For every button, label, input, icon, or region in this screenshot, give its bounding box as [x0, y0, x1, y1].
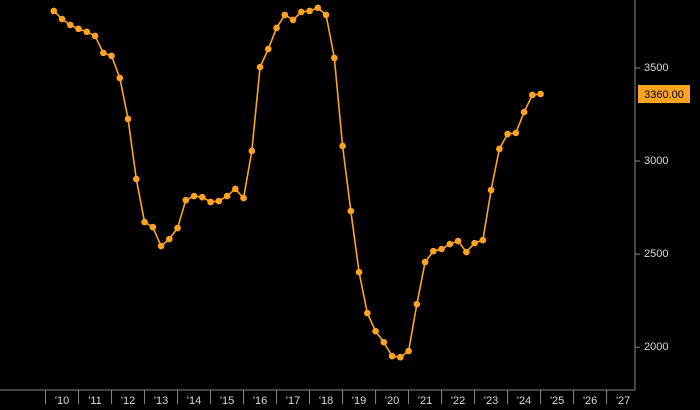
point — [232, 185, 239, 193]
point — [240, 194, 247, 202]
point — [463, 248, 470, 256]
last-price-box — [638, 85, 690, 104]
point — [314, 4, 322, 12]
y-tick-label: 2500 — [644, 248, 668, 260]
x-tick-label: '25 — [550, 395, 564, 407]
point — [454, 237, 462, 245]
point — [190, 192, 198, 200]
x-tick-label: '14 — [187, 395, 201, 407]
point — [108, 52, 115, 60]
point — [141, 218, 148, 226]
y-tick-label: 3000 — [644, 155, 668, 167]
point — [83, 28, 91, 36]
point — [75, 25, 82, 33]
x-tick-label: '18 — [319, 395, 333, 407]
x-tick-label: '17 — [286, 395, 300, 407]
line — [53, 6, 541, 359]
point — [66, 21, 74, 29]
point — [355, 268, 363, 276]
point — [306, 7, 313, 15]
point — [347, 207, 355, 215]
point — [372, 327, 379, 335]
x-tick-label: '16 — [253, 395, 267, 407]
point — [405, 347, 412, 355]
point — [446, 240, 454, 248]
point — [281, 11, 289, 19]
point — [207, 198, 214, 206]
x-tick-label: '27 — [616, 395, 630, 407]
y-tick-label: 3500 — [644, 62, 668, 74]
point — [116, 74, 124, 82]
point — [496, 145, 503, 153]
x-tick-label: '12 — [121, 395, 135, 407]
point — [248, 147, 256, 155]
point — [182, 196, 190, 204]
point — [174, 224, 181, 232]
point — [289, 16, 297, 24]
point — [537, 90, 544, 98]
x-tick-label: '19 — [352, 395, 366, 407]
x-tick-label: '20 — [385, 395, 399, 407]
point — [265, 45, 272, 53]
point — [166, 235, 173, 243]
point — [364, 309, 371, 317]
point — [520, 108, 528, 116]
point — [471, 239, 478, 247]
x-tick-label: '11 — [88, 395, 102, 407]
x-tick-label: '22 — [451, 395, 465, 407]
point — [273, 24, 280, 32]
point — [298, 8, 305, 16]
point — [100, 49, 107, 57]
point — [487, 186, 495, 194]
x-tick-label: '24 — [517, 395, 531, 407]
point — [50, 7, 58, 15]
point — [58, 15, 66, 23]
point — [215, 197, 223, 205]
point — [512, 129, 520, 137]
point — [223, 192, 231, 200]
point — [421, 258, 429, 266]
point — [479, 236, 487, 244]
point — [124, 115, 132, 123]
point — [331, 54, 338, 62]
last-price-label: 3360.00 — [644, 89, 684, 101]
point — [430, 247, 437, 255]
x-tick-label: '15 — [220, 395, 234, 407]
point — [199, 193, 206, 201]
x-tick-label: '13 — [154, 395, 168, 407]
point — [149, 223, 157, 231]
point — [91, 32, 99, 40]
point — [504, 130, 511, 138]
x-tick-label: '26 — [583, 395, 597, 407]
point — [397, 353, 404, 361]
x-tick-label: '10 — [55, 395, 69, 407]
y-tick-label: 2000 — [644, 341, 668, 353]
point — [339, 142, 346, 150]
x-tick-label: '23 — [484, 395, 498, 407]
x-tick-label: '21 — [418, 395, 432, 407]
point — [380, 338, 388, 346]
point — [256, 63, 264, 71]
point — [133, 175, 140, 183]
point — [157, 242, 165, 250]
point — [529, 91, 536, 99]
point — [413, 300, 421, 308]
point — [438, 245, 445, 253]
point — [388, 352, 396, 360]
point — [322, 11, 330, 19]
